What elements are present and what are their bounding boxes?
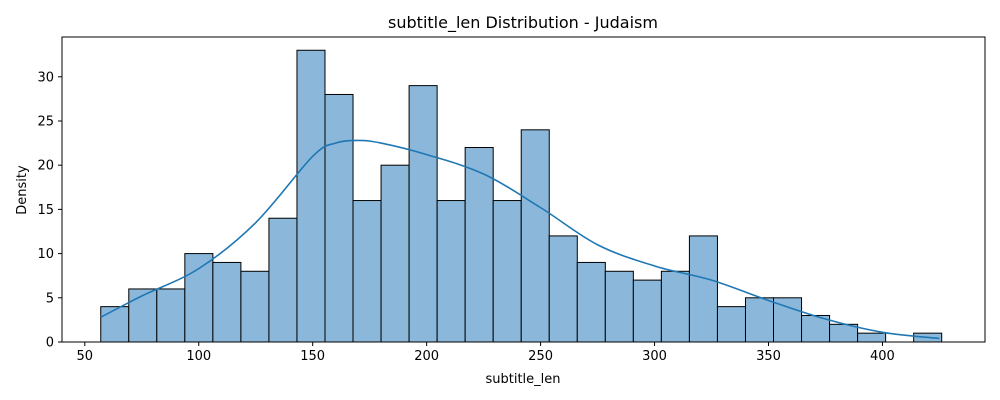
histogram-bar [184,253,214,343]
y-tick-label: 5 [46,291,54,306]
y-axis: 0 5 10 15 20 25 30 [37,70,62,351]
histogram-bar [240,270,270,343]
histogram-bar [576,261,606,343]
x-axis: 50 100 150 200 250 300 350 400 [77,342,895,364]
x-tick-label: 50 [77,349,94,364]
histogram-bar [492,200,522,343]
histogram-bar [548,235,578,343]
histogram-bar [520,129,550,343]
y-tick-label: 0 [46,336,54,351]
histogram-bar [212,261,242,343]
plot-frame [61,36,986,343]
x-tick-label: 200 [414,349,439,364]
histogram-bar [688,235,718,343]
kde-line [100,139,940,340]
histogram-bar [408,85,438,343]
histogram-bar [604,270,634,343]
x-tick-label: 400 [870,349,895,364]
x-tick-label: 100 [186,349,211,364]
y-tick-label: 25 [37,114,54,129]
y-tick-label: 10 [37,247,54,262]
x-tick-label: 150 [300,349,325,364]
histogram-bar [100,306,130,343]
histogram-bar [436,200,466,343]
y-tick-label: 30 [37,70,54,85]
kde-layer [100,139,940,340]
histogram-bars [100,49,943,343]
histogram-bar [156,288,186,343]
histogram-bar [380,164,410,343]
histogram-bar [268,217,298,343]
x-tick-label: 250 [528,349,553,364]
x-tick-label: 350 [756,349,781,364]
x-axis-label: subtitle_len [485,372,560,387]
histogram-bar [296,49,326,343]
histogram-bar [324,93,354,343]
histogram-bar [352,200,382,343]
histogram-bar [716,306,746,343]
histogram-bar [660,270,690,343]
y-axis-label: Density [15,165,30,215]
y-tick-label: 15 [37,203,54,218]
histogram-bar [128,288,158,343]
histogram-bar [632,279,662,343]
histogram-bar [744,297,775,343]
histogram-bar [464,147,494,343]
chart-title: subtitle_len Distribution - Judaism [388,13,658,33]
x-tick-label: 300 [642,349,667,364]
y-tick-label: 20 [37,159,54,174]
histogram-bar [857,332,887,343]
